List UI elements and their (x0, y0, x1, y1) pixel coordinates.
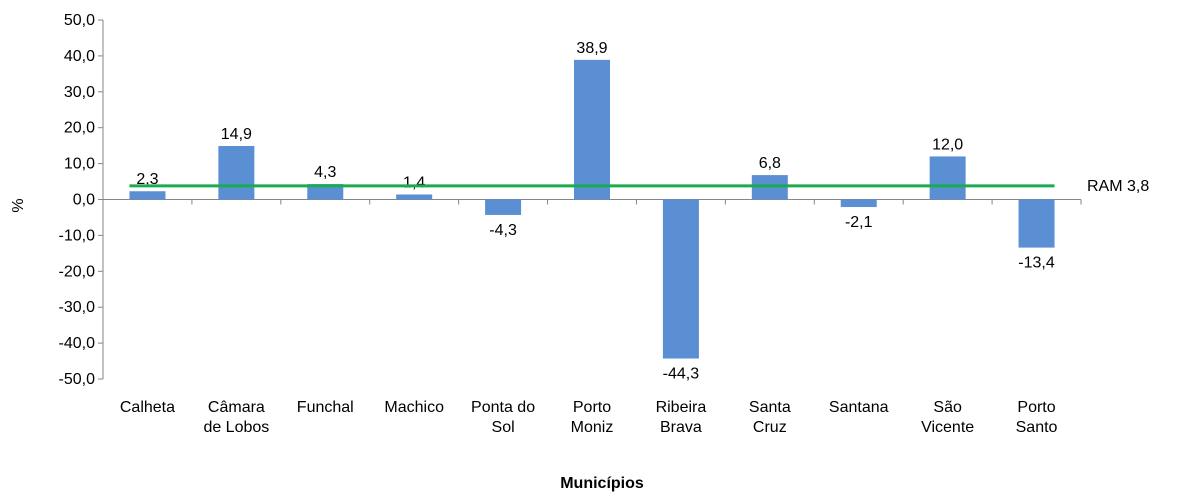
bar (840, 199, 877, 208)
y-tick-label: 40,0 (64, 48, 95, 65)
y-tick-label: -40,0 (59, 335, 96, 352)
data-label: -44,3 (663, 366, 700, 383)
data-label: 14,9 (221, 126, 252, 143)
category-label-line: São (933, 399, 962, 416)
data-label: 12,0 (932, 136, 963, 153)
category-label-line: Santo (1016, 419, 1058, 436)
y-tick-label: 50,0 (64, 12, 95, 29)
category-label-line: Moniz (571, 419, 614, 436)
bars (129, 59, 1055, 359)
y-tick-label: 20,0 (64, 120, 95, 137)
data-label: -4,3 (489, 222, 517, 239)
category-label: Ribeira Brava (656, 399, 707, 436)
category-label: São Vicente (921, 399, 974, 436)
bar (1018, 199, 1055, 248)
bar (574, 59, 610, 200)
data-label: -13,4 (1018, 255, 1055, 272)
data-label: 38,9 (576, 40, 607, 57)
category-label-line: de Lobos (203, 419, 269, 436)
category-label: Santana (829, 399, 889, 416)
category-label-line: Funchal (297, 399, 354, 416)
data-label: 6,8 (759, 155, 781, 172)
x-axis-title: Municípios (560, 475, 644, 492)
category-label-line: Santa (749, 399, 791, 416)
y-tick-label: -10,0 (59, 227, 96, 244)
y-tick-label: 10,0 (64, 156, 95, 173)
category-label: Calheta (120, 399, 175, 416)
category-label-line: Vicente (921, 419, 974, 436)
category-label: Funchal (297, 399, 354, 416)
bar (307, 184, 344, 200)
bar (218, 146, 255, 200)
y-tick-label: 0,0 (73, 192, 95, 209)
data-label: 2,3 (136, 171, 158, 188)
y-tick-label: -30,0 (59, 299, 96, 316)
category-label-line: Porto (1017, 399, 1055, 416)
category-label-line: Sol (492, 419, 515, 436)
y-tick-label: -50,0 (59, 371, 96, 388)
category-label-line: Machico (384, 399, 444, 416)
y-axis-title: % (10, 198, 27, 212)
category-label: Câmara de Lobos (203, 399, 269, 436)
bar (929, 156, 966, 200)
bar (662, 199, 699, 359)
category-label-line: Brava (660, 419, 702, 436)
bar (396, 194, 433, 200)
category-label-line: Câmara (208, 399, 265, 416)
labels: 2,3 Calheta 14,9 Câmara de Lobos 4,3 Funchal 1,… (120, 40, 1149, 436)
bar (129, 191, 166, 200)
category-label-line: Santana (829, 399, 889, 416)
category-label-line: Ribeira (656, 399, 707, 416)
bar (485, 199, 522, 215)
category-label: Machico (384, 399, 444, 416)
category-label-line: Cruz (753, 419, 787, 436)
data-label: 1,4 (403, 174, 425, 191)
reference-line-label: RAM 3,8 (1087, 178, 1149, 195)
category-label: Santa Cruz (749, 399, 791, 436)
category-label-line: Calheta (120, 399, 175, 416)
axes: 50,0 40,0 30,0 20,0 10,0 0,0 -10,0 -20,0 -30,0 -4… (59, 12, 1082, 388)
category-label-line: Ponta do (471, 399, 535, 416)
category-label: Porto Moniz (571, 399, 614, 436)
category-label: Ponta do Sol (471, 399, 535, 436)
y-tick-label: -20,0 (59, 263, 96, 280)
category-label-line: Porto (573, 399, 611, 416)
data-label: -2,1 (845, 214, 873, 231)
category-label: Porto Santo (1016, 399, 1058, 436)
y-tick-label: 30,0 (64, 84, 95, 101)
data-label: 4,3 (314, 164, 336, 181)
